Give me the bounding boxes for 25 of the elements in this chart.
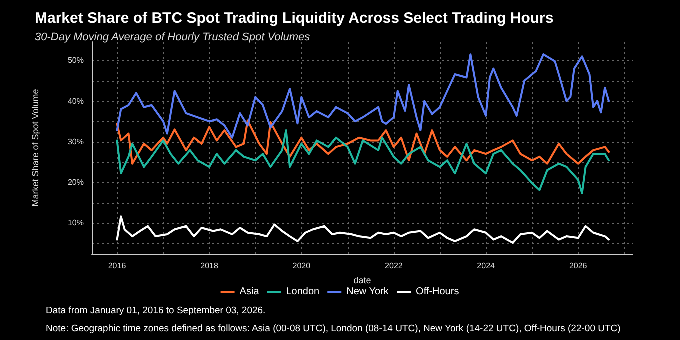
y-tick-label: 10% bbox=[68, 218, 84, 228]
line-series bbox=[116, 54, 610, 139]
x-tick-label: 2026 bbox=[569, 262, 588, 270]
legend-label: New York bbox=[346, 286, 390, 298]
x-tick-label: 2020 bbox=[292, 262, 312, 270]
x-axis-title: date bbox=[354, 276, 372, 286]
y-tick-label: 20% bbox=[68, 178, 84, 188]
x-tick-label: 2024 bbox=[477, 262, 496, 270]
chart-title: Market Share of BTC Spot Trading Liquidity Across Select Trading Hours bbox=[35, 10, 554, 27]
y-tick-label: 50% bbox=[68, 56, 84, 66]
y-tick-label: 30% bbox=[68, 137, 84, 146]
text: Note: Geographic time zones defined as follows: Asia (00-08 UTC), London (08-14 UTC), New York (14-22 UTC), Off-Hours (22-00 UTC) bbox=[46, 324, 621, 334]
legend-label: Asia bbox=[240, 286, 260, 298]
x-tick-label: 2018 bbox=[200, 262, 219, 270]
legend-label: London bbox=[286, 286, 320, 298]
legend-label: Off-Hours bbox=[416, 286, 460, 298]
y-axis-title: Market Share of Spot Volume bbox=[30, 89, 40, 207]
line-series bbox=[116, 120, 610, 165]
text: Data from January 01, 2016 to September 03, 2026. bbox=[46, 306, 266, 316]
chart-subtitle: 30-Day Moving Average of Hourly Trusted Spot Volumes bbox=[35, 32, 311, 44]
line-series bbox=[116, 216, 610, 244]
x-tick-label: 2016 bbox=[108, 262, 127, 270]
y-tick-label: 40% bbox=[68, 96, 84, 106]
line-series bbox=[116, 130, 610, 194]
x-tick-label: 2022 bbox=[385, 262, 404, 270]
